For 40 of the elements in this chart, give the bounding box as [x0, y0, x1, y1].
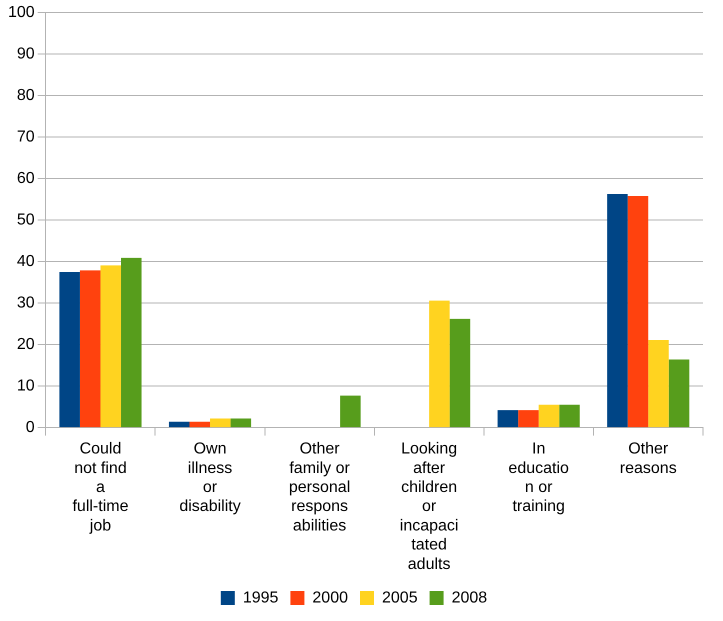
bar	[100, 265, 122, 428]
bar	[80, 270, 100, 428]
y-tick-label: 100	[8, 4, 35, 22]
bar	[518, 410, 539, 428]
bar	[189, 422, 210, 428]
y-tick-label: 80	[16, 87, 35, 104]
legend-label: 2005	[382, 589, 418, 606]
y-tick-label: 50	[16, 212, 35, 229]
bar	[450, 318, 470, 428]
y-tick-label: 40	[16, 253, 35, 270]
y-tick-label: 60	[16, 170, 35, 188]
y-tick-label: 90	[16, 46, 35, 63]
bar	[230, 418, 252, 428]
bar	[538, 404, 560, 428]
y-tick-label: 0	[26, 419, 35, 436]
legend-label: 2008	[452, 589, 488, 606]
y-tick-label: 30	[16, 294, 35, 312]
x-tick-label: Other family or personal responsabilities	[288, 440, 350, 534]
x-tick-label: In education or training	[508, 440, 570, 516]
bar	[59, 272, 80, 428]
bar	[648, 340, 669, 428]
bar	[559, 404, 580, 428]
x-tick-label: Other reasons	[620, 440, 677, 477]
bar	[340, 396, 361, 428]
bar	[628, 196, 648, 428]
legend-label: 1995	[242, 589, 279, 606]
x-tick-label: Looking after children or incapacitated adults	[400, 440, 458, 573]
y-tick-label: 70	[16, 128, 35, 146]
bar	[121, 258, 142, 428]
bar	[168, 422, 190, 428]
bar	[668, 360, 690, 428]
bar	[210, 418, 231, 428]
bar	[607, 194, 628, 428]
bar	[429, 300, 450, 428]
x-tick-label: Own illness or disability	[179, 440, 241, 516]
x-tick-label: Could not find a full-time job	[72, 440, 129, 534]
bar	[498, 410, 518, 428]
y-tick-label: 20	[16, 336, 35, 354]
y-tick-label: 10	[16, 378, 35, 395]
legend-label: 2000	[312, 589, 348, 606]
